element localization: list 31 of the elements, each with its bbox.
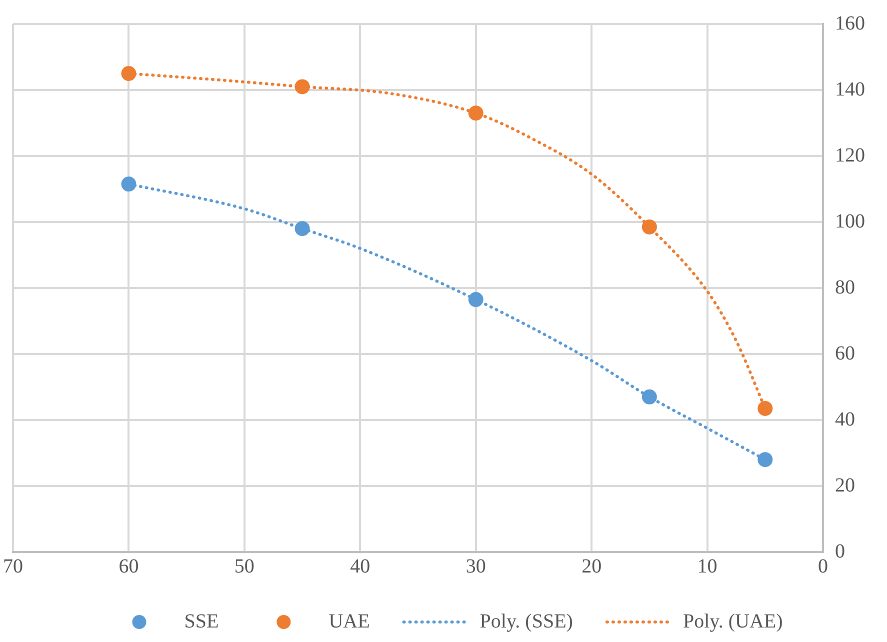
x-tick-label: 30 <box>466 555 486 578</box>
point <box>294 221 310 236</box>
point <box>642 219 657 234</box>
y-tick-label: 60 <box>835 342 855 364</box>
legend-label: SSE <box>184 610 219 632</box>
point <box>758 452 773 468</box>
legend-label: UAE <box>328 610 370 632</box>
x-tick-label: 60 <box>118 555 139 578</box>
y-tick-label: 0 <box>835 540 845 562</box>
y-tick-label: 80 <box>835 276 855 298</box>
x-tick-label: 70 <box>3 555 23 578</box>
point <box>642 389 657 404</box>
legend-label: Poly. (SSE) <box>480 610 573 632</box>
point <box>468 106 484 121</box>
point <box>121 176 136 192</box>
x-tick-label: 10 <box>697 555 718 578</box>
y-tick-label: 40 <box>835 408 855 430</box>
point <box>294 79 310 94</box>
y-tick-label: 140 <box>835 78 865 100</box>
y-tick-label: 120 <box>835 144 865 166</box>
y-tick-label: 20 <box>835 474 855 496</box>
y-tick-label: 100 <box>835 210 865 232</box>
x-tick-label: 50 <box>234 555 254 578</box>
x-tick-label: 20 <box>582 555 602 578</box>
y-tick-label: 160 <box>835 12 865 34</box>
x-tick-label: 0 <box>818 555 828 578</box>
point <box>121 66 136 81</box>
legend-label: Poly. (UAE) <box>682 610 783 632</box>
x-tick-label: 40 <box>350 555 370 578</box>
point <box>758 400 773 416</box>
point <box>468 292 484 308</box>
